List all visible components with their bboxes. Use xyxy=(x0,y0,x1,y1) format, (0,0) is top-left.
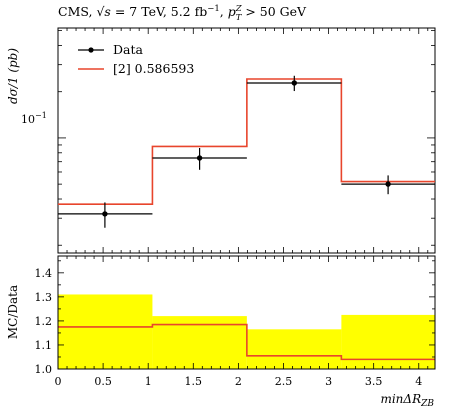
data-marker xyxy=(291,80,298,86)
legend: Data [2] 0.586593 xyxy=(78,42,194,76)
main-panel: 10−1 dσ/1 (pb) Data [2] 0.586593 xyxy=(6,27,436,254)
ratio-band-bin xyxy=(341,314,435,369)
x-tick-label: 1 xyxy=(145,375,152,388)
ratio-y-axis-label: MC/Data xyxy=(6,285,20,339)
x-tick-label: 3.5 xyxy=(365,375,383,388)
data-marker xyxy=(102,211,108,217)
x-tick-label: 0 xyxy=(55,375,62,388)
legend-data-marker xyxy=(88,47,94,53)
chart-title: CMS, √s = 7 TeV, 5.2 fb−1, pZ T > 50 GeV xyxy=(58,4,307,23)
main-ticks xyxy=(57,28,435,253)
data-points xyxy=(58,75,435,228)
legend-label-mc: [2] 0.586593 xyxy=(113,61,194,76)
x-tick-label: 4 xyxy=(415,375,422,388)
data-point xyxy=(152,147,247,170)
data-marker xyxy=(196,155,203,161)
ratio-frame xyxy=(57,255,436,370)
ratio-y-tick-label: 1.1 xyxy=(35,339,53,352)
data-marker xyxy=(385,181,391,187)
x-tick-label: 2.5 xyxy=(275,375,293,388)
ratio-mc-step-line xyxy=(58,323,435,361)
ratio-y-tick-label: 1.0 xyxy=(35,363,53,376)
x-tick-label: 0.5 xyxy=(94,375,112,388)
ratio-panel: 0 0.5 1 1.5 2 2.5 3 3.5 4 1.0 1.1 1.2 1.3 1.4 MC/Data… xyxy=(6,255,436,407)
ratio-band-bin xyxy=(58,294,153,369)
data-point xyxy=(341,175,435,195)
data-point xyxy=(246,75,342,92)
ratio-mc-line xyxy=(58,323,435,361)
ratio-y-tick-label: 1.2 xyxy=(35,315,53,328)
ratio-band-bin xyxy=(246,329,342,369)
x-axis-label: minΔRZB xyxy=(380,392,434,407)
legend-item-mc: [2] 0.586593 xyxy=(78,61,194,76)
x-tick-label: 2 xyxy=(235,375,242,388)
y-tick-label-0.1: 10−1 xyxy=(21,111,47,126)
ratio-ticks: 0 0.5 1 1.5 2 2.5 3 3.5 4 1.0 1.1 1.2 1.3 1.4 xyxy=(35,256,435,388)
legend-label-data: Data xyxy=(113,42,143,57)
data-point xyxy=(58,202,153,228)
main-y-axis-label: dσ/1 (pb) xyxy=(6,48,20,104)
main-mc-line xyxy=(58,78,435,206)
mc-histogram-line xyxy=(58,78,435,206)
ratio-y-tick-label: 1.3 xyxy=(35,291,53,304)
legend-item-data: Data xyxy=(78,42,143,57)
x-tick-label: 3 xyxy=(325,375,332,388)
main-frame xyxy=(57,27,436,254)
ratio-y-tick-label: 1.4 xyxy=(35,267,53,280)
x-tick-label: 1.5 xyxy=(185,375,203,388)
